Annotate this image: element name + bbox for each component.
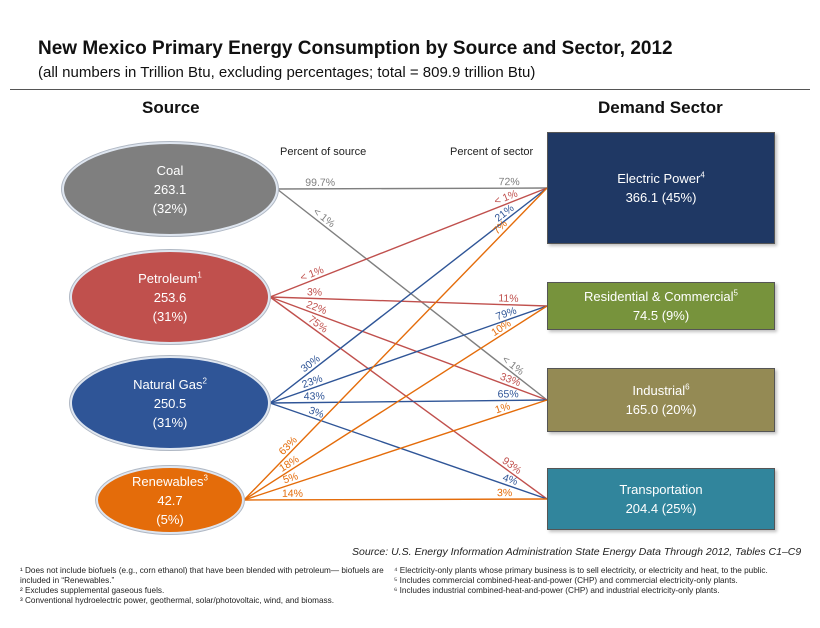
percent-of-sector-label: 11% (498, 292, 519, 305)
percent-of-source-label: 3% (307, 405, 325, 421)
page-title: New Mexico Primary Energy Consumption by… (38, 38, 673, 59)
sector-box-industrial: Industrial6 165.0 (20%) (547, 368, 775, 432)
footnote: ⁵ Includes commercial combined-heat-and-… (394, 576, 738, 585)
source-name: Petroleum1 (138, 270, 202, 286)
percent-of-source-label: 63% (277, 434, 300, 457)
sector-box-transportation: Transportation 204.4 (25%) (547, 468, 775, 530)
source-value: 263.1 (153, 181, 187, 197)
percent-of-source-note: Percent of source (280, 146, 367, 158)
percent-of-sector-note: Percent of sector (450, 146, 534, 158)
demand-column-header: Demand Sector (598, 98, 723, 117)
percent-of-sector-label: 72% (499, 176, 520, 188)
source-node-natural-gas: Natural Gas2 250.5 (31%) (70, 356, 270, 450)
percent-of-sector-label: 1% (494, 400, 512, 416)
percent-of-source-label: 99.7% (305, 177, 335, 189)
source-value: 250.5 (153, 395, 187, 411)
source-share: (32%) (152, 200, 188, 216)
source-node-renewables: Renewables3 42.7 (5%) (96, 466, 244, 534)
footnote: ³ Conventional hydroelectric power, geot… (20, 596, 335, 605)
header-divider (10, 89, 810, 90)
sector-name: Electric Power4 (617, 170, 705, 186)
source-value: 253.6 (153, 289, 187, 305)
sector-value: 74.5 (9%) (632, 308, 690, 323)
sector-value: 366.1 (45%) (625, 190, 697, 205)
flow-line-renewables-to-industrial (243, 399, 548, 501)
sector-value: 165.0 (20%) (625, 402, 697, 417)
flow-line-natural_gas-to-residential_commercial (269, 305, 548, 404)
flow-line-renewables-to-residential_commercial (243, 305, 548, 501)
sector-box-residential-commercial: Residential & Commercial5 74.5 (9%) (547, 282, 775, 330)
percent-of-sector-label: 4% (501, 472, 519, 488)
source-column-header: Source (142, 98, 200, 117)
sector-name: Industrial6 (632, 382, 690, 398)
source-name: Renewables3 (132, 473, 208, 489)
footnotes-left: ¹ Does not include biofuels (e.g., corn … (20, 566, 390, 606)
footnote: ⁴ Electricity-only plants whose primary … (394, 566, 768, 575)
footnote: ² Excludes supplemental gaseous fuels. (20, 586, 165, 595)
percent-of-source-label: < 1% (311, 206, 337, 230)
source-node-petroleum: Petroleum1 253.6 (31%) (70, 250, 270, 344)
percent-of-source-label: 5% (282, 470, 300, 486)
footnotes-right: ⁴ Electricity-only plants whose primary … (394, 566, 794, 596)
percent-of-source-label: 14% (282, 488, 303, 500)
footnote: ⁶ Includes industrial combined-heat-and-… (394, 586, 720, 595)
sector-name: Transportation (619, 482, 703, 497)
flow-line-coal-to-industrial (276, 188, 548, 401)
source-share: (31%) (152, 414, 188, 430)
flow-line-natural_gas-to-transportation (269, 402, 548, 500)
source-share: (31%) (152, 308, 188, 324)
source-share: (5%) (156, 511, 184, 527)
flow-line-petroleum-to-residential_commercial (269, 296, 548, 307)
source-name: Natural Gas2 (133, 376, 207, 392)
flow-line-natural_gas-to-electric_power (269, 187, 548, 404)
source-citation: Source: U.S. Energy Information Administ… (352, 546, 802, 558)
percent-of-sector-label: 65% (498, 388, 519, 400)
flow-line-petroleum-to-transportation (269, 296, 548, 500)
sector-name: Residential & Commercial5 (583, 288, 738, 304)
flow-line-coal-to-electric_power (276, 187, 548, 190)
percent-of-sector-label: 7% (491, 218, 510, 237)
percent-of-source-label: 3% (307, 286, 323, 298)
source-node-coal: Coal 263.1 (32%) (62, 142, 278, 236)
sector-value: 204.4 (25%) (625, 501, 697, 516)
sector-box-electric-power: Electric Power4 366.1 (45%) (547, 132, 775, 244)
source-name: Coal (156, 162, 184, 178)
flow-line-renewables-to-transportation (243, 498, 548, 501)
flow-line-renewables-to-electric_power (243, 187, 548, 501)
source-value: 42.7 (157, 492, 183, 508)
footnote: ¹ Does not include biofuels (e.g., corn … (20, 566, 384, 585)
page-subtitle: (all numbers in Trillion Btu, excluding … (38, 64, 536, 81)
percent-of-source-label: 43% (304, 390, 325, 402)
percent-of-sector-label: 3% (497, 487, 512, 499)
flow-line-petroleum-to-electric_power (269, 187, 548, 298)
flow-line-natural_gas-to-industrial (269, 399, 548, 404)
flow-line-petroleum-to-industrial (269, 296, 548, 401)
